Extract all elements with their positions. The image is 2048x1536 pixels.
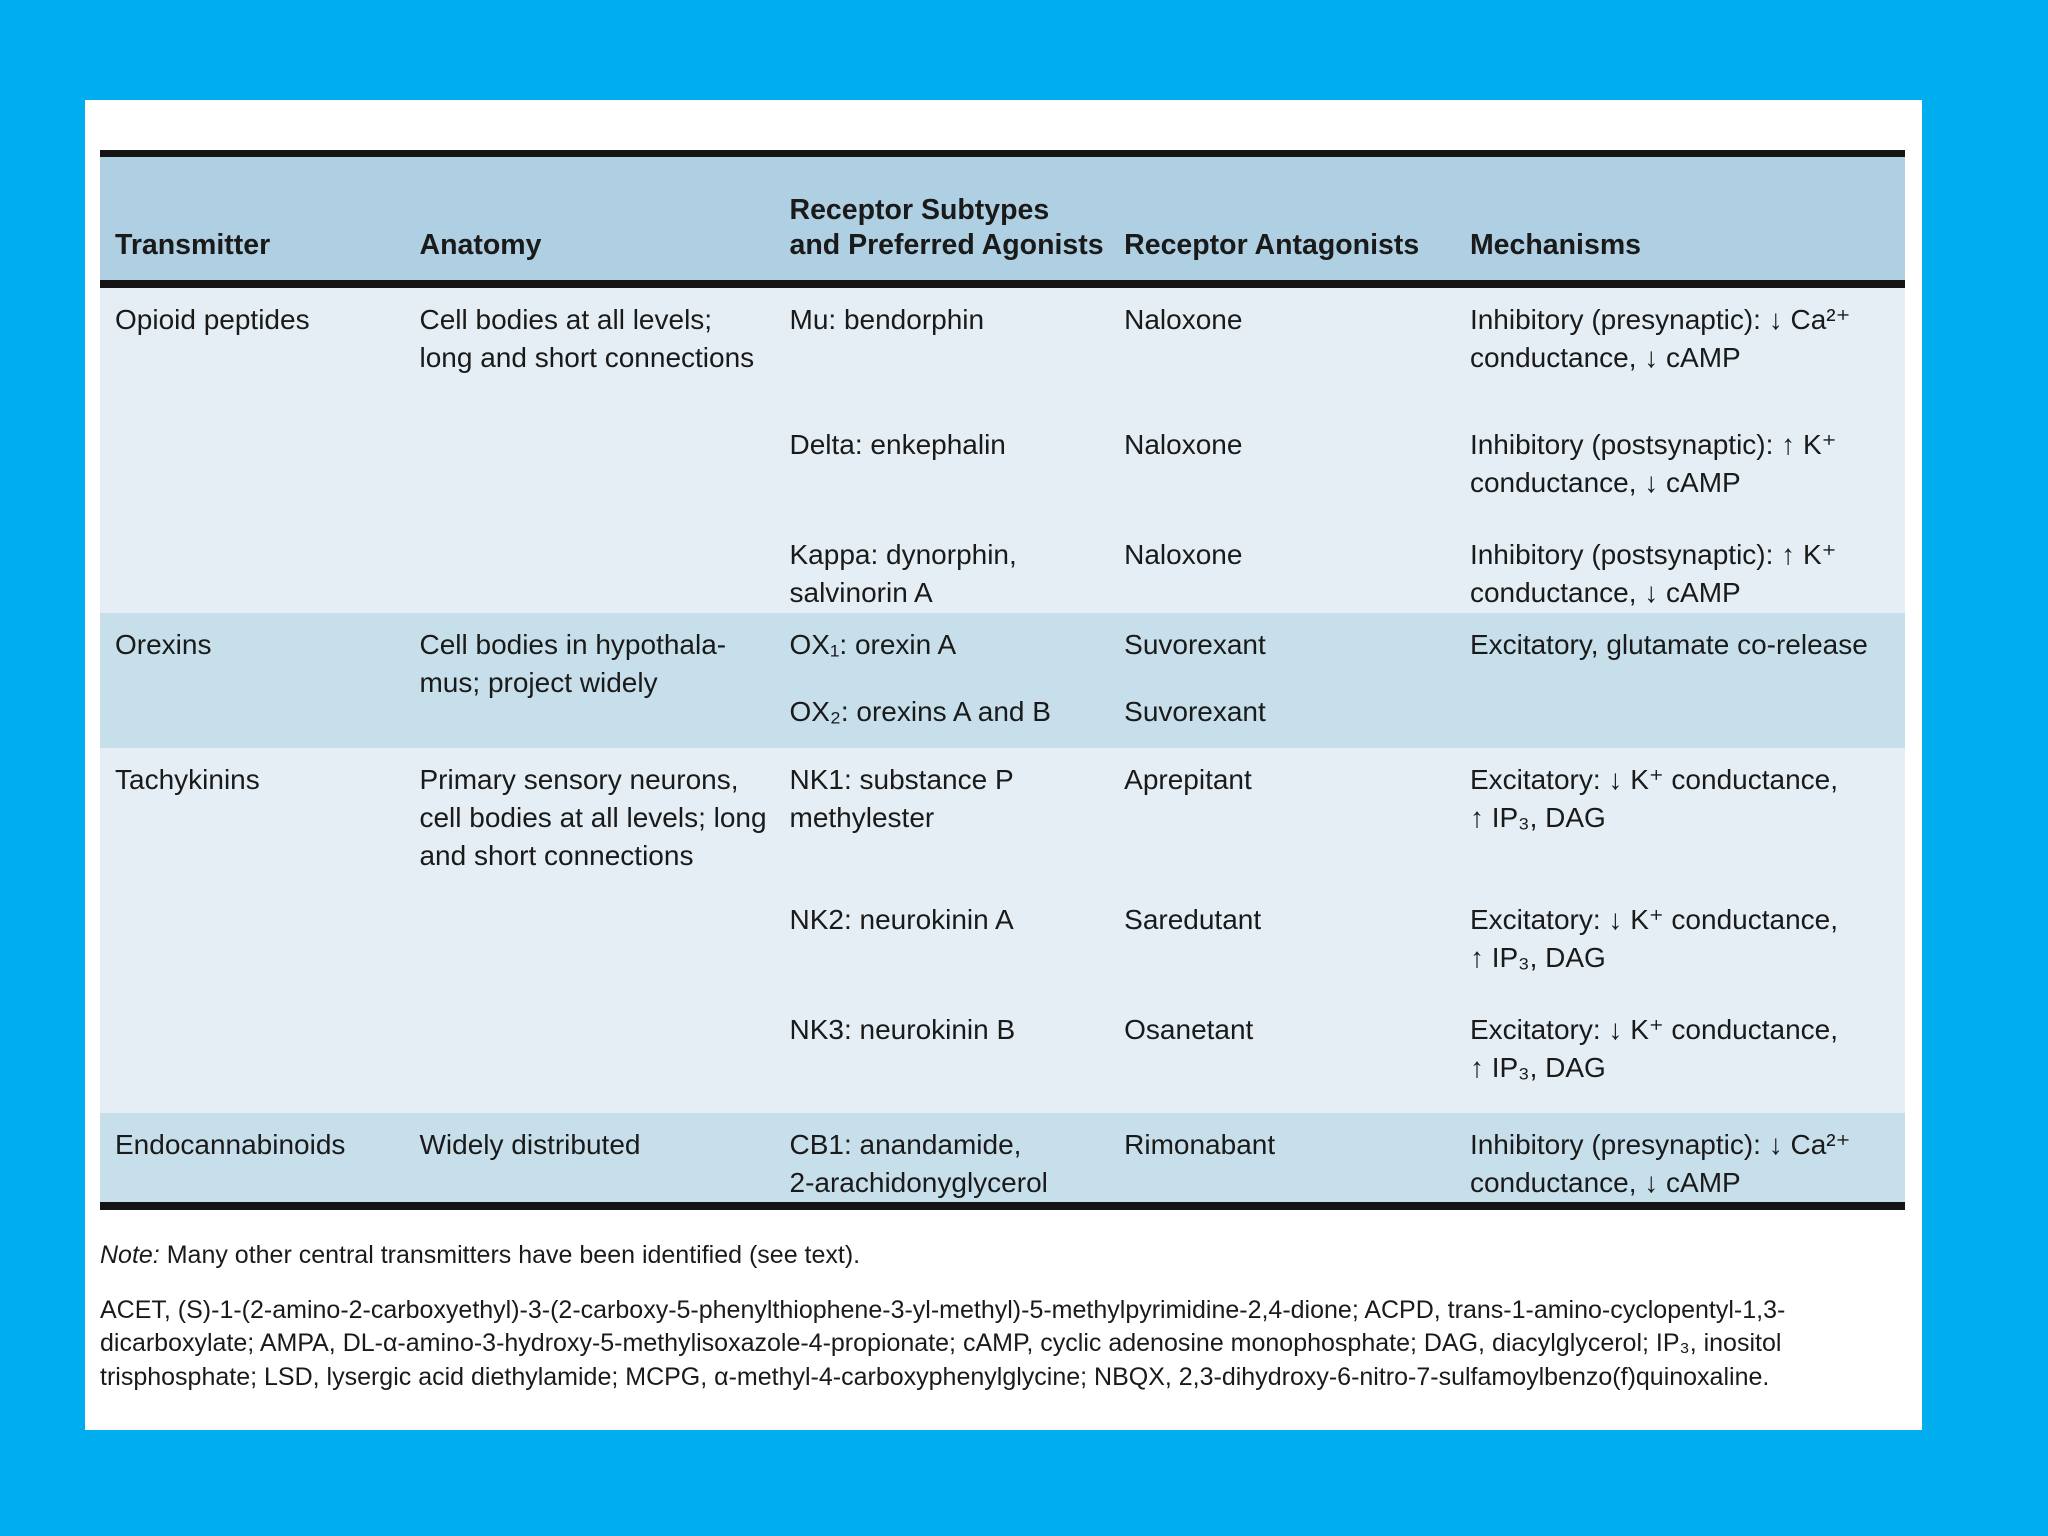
table-row: Mu: bendorphin Naloxone Inhibitory (pres…: [790, 288, 1905, 413]
receptor-cell: OX₁: orexin A: [789, 629, 957, 660]
receptor-cell: OX₂: orexins A and B: [789, 696, 1051, 727]
mechanism-cell: Inhibitory (postsynaptic): ↑ K⁺ conducta…: [1469, 429, 1837, 498]
table-note: Note: Many other central transmitters ha…: [100, 1239, 1890, 1272]
receptor-cell: NK1: substance P methylester: [789, 764, 1014, 833]
table-row: Delta: enkephalin Naloxone Inhibitory (p…: [790, 413, 1905, 523]
table-header-row: Transmitter Anatomy Receptor Subtypes an…: [100, 157, 1905, 280]
table-footer: Note: Many other central transmitters ha…: [85, 1207, 1922, 1394]
receptor-cell: CB1: anandamide, 2-arachidonyglycerol: [789, 1129, 1048, 1198]
header-cell-receptor-antagonists: Receptor Antagonists: [1124, 229, 1420, 262]
receptor-cell: NK2: neurokinin A: [789, 904, 1014, 935]
mechanism-cell: Excitatory: ↓ K⁺ conductance, ↑ IP₃, DAG: [1469, 904, 1838, 973]
antagonist-cell: Suvorexant: [1124, 629, 1266, 660]
receptor-cell: Kappa: dynorphin, salvinorin A: [789, 539, 1017, 608]
transmitter-cell: Endocannabinoids: [115, 1129, 346, 1160]
note-text: Many other central transmitters have bee…: [159, 1241, 861, 1269]
mechanism-cell: Excitatory, glutamate co-release: [1469, 629, 1868, 660]
mechanism-cell: Inhibitory (presynaptic): ↓ Ca²⁺ conduct…: [1469, 304, 1851, 373]
section-opioid-peptides: Opioid peptides Cell bodies at all level…: [100, 288, 1905, 613]
mechanism-cell: Inhibitory (postsynaptic): ↑ K⁺ conducta…: [1469, 539, 1837, 608]
table-row: Kappa: dynorphin, salvinorin A Naloxone …: [790, 523, 1905, 612]
table-bottom-rule: [100, 1201, 1905, 1210]
antagonist-cell: Naloxone: [1124, 304, 1243, 335]
table-top-rule: [100, 150, 1905, 157]
section-endocannabinoids: Endocannabinoids Widely distributed CB1:…: [100, 1113, 1905, 1202]
antagonist-cell: Naloxone: [1124, 539, 1243, 570]
section-subrows: Mu: bendorphin Naloxone Inhibitory (pres…: [790, 288, 1905, 613]
table-row: NK3: neurokinin B Osanetant Excitatory: …: [790, 998, 1905, 1098]
receptor-cell: Mu: bendorphin: [789, 304, 985, 335]
antagonist-cell: Osanetant: [1124, 1014, 1254, 1045]
anatomy-cell: Primary sensory neurons, cell bodies at …: [419, 764, 767, 871]
note-label: Note:: [100, 1241, 160, 1269]
transmitter-cell: Tachykinins: [115, 764, 260, 795]
antagonist-cell: Saredutant: [1124, 904, 1262, 935]
transmitter-table: Transmitter Anatomy Receptor Subtypes an…: [100, 150, 1905, 1210]
table-row: NK1: substance P methylester Aprepitant …: [790, 748, 1905, 888]
table-row: OX₁: orexin A Suvorexant Excitatory, glu…: [790, 613, 1905, 680]
section-subrows: CB1: anandamide, 2-arachidonyglycerol Ri…: [790, 1113, 1905, 1202]
antagonist-cell: Suvorexant: [1124, 696, 1266, 727]
section-subrows: NK1: substance P methylester Aprepitant …: [790, 748, 1905, 1113]
header-cell-mechanisms: Mechanisms: [1469, 229, 1642, 262]
mechanism-cell: Inhibitory (presynaptic): ↓ Ca²⁺ conduct…: [1469, 1129, 1851, 1198]
antagonist-cell: Aprepitant: [1124, 764, 1252, 795]
antagonist-cell: Naloxone: [1124, 429, 1243, 460]
anatomy-cell: Cell bodies at all levels; long and shor…: [419, 304, 755, 373]
receptor-cell: Delta: enkephalin: [789, 429, 1006, 460]
section-subrows: OX₁: orexin A Suvorexant Excitatory, glu…: [790, 613, 1905, 748]
anatomy-cell: Cell bodies in hypothala- mus; project w…: [419, 629, 727, 698]
header-cell-anatomy: Anatomy: [419, 229, 542, 262]
abbreviations-text: ACET, (S)-1-(2-amino-2-carboxyethyl)-3-(…: [100, 1296, 1786, 1391]
section-orexins: Orexins Cell bodies in hypothala- mus; p…: [100, 613, 1905, 748]
header-cell-transmitter: Transmitter: [115, 229, 271, 262]
receptor-cell: NK3: neurokinin B: [789, 1014, 1016, 1045]
mechanism-cell: Excitatory: ↓ K⁺ conductance, ↑ IP₃, DAG: [1469, 1014, 1838, 1083]
table-card: Transmitter Anatomy Receptor Subtypes an…: [85, 100, 1922, 1430]
antagonist-cell: Rimonabant: [1124, 1129, 1276, 1160]
header-cell-receptor-subtypes: Receptor Subtypes and Preferred Agonists: [789, 193, 1104, 262]
header-rest: Receptor Subtypes and Preferred Agonists…: [790, 193, 1905, 280]
section-tachykinins: Tachykinins Primary sensory neurons, cel…: [100, 748, 1905, 1113]
table-row: CB1: anandamide, 2-arachidonyglycerol Ri…: [790, 1113, 1905, 1202]
mechanism-cell: [1470, 680, 1905, 735]
table-row: NK2: neurokinin A Saredutant Excitatory:…: [790, 888, 1905, 998]
table-row: OX₂: orexins A and B Suvorexant: [790, 680, 1905, 735]
transmitter-cell: Orexins: [115, 629, 212, 660]
transmitter-cell: Opioid peptides: [115, 304, 310, 335]
header-divider-rule: [100, 280, 1905, 288]
mechanism-cell: Excitatory: ↓ K⁺ conductance, ↑ IP₃, DAG: [1469, 764, 1838, 833]
anatomy-cell: Widely distributed: [419, 1129, 641, 1160]
